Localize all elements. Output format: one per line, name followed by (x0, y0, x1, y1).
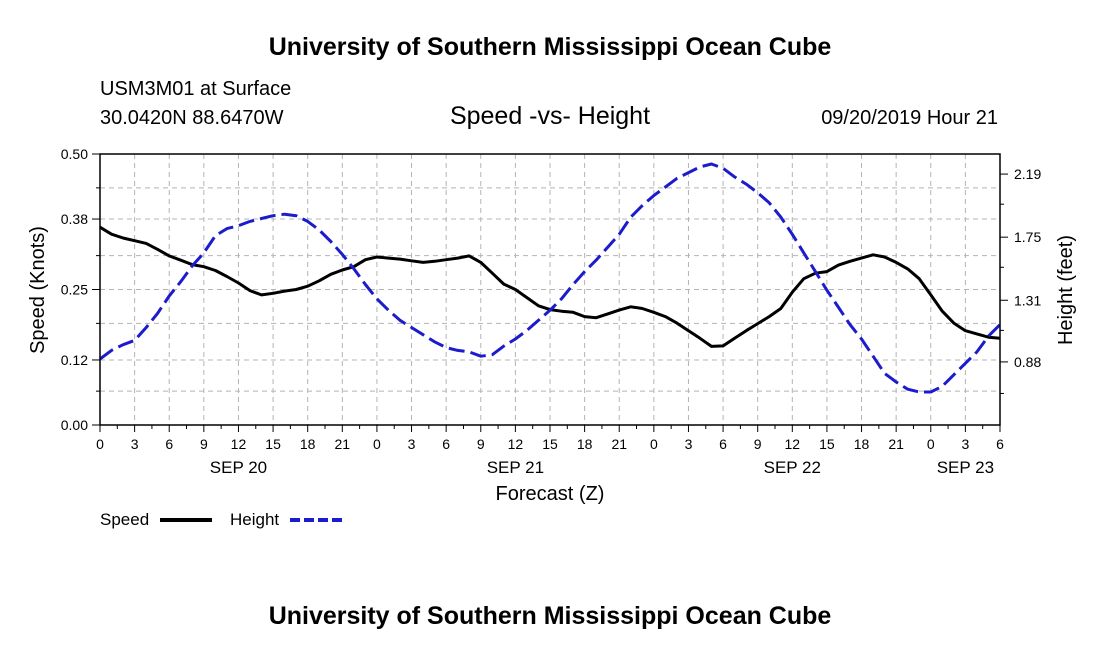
date-label: SEP 23 (937, 458, 994, 477)
y-right-tick-label: 1.75 (1014, 229, 1041, 245)
x-tick-label: 9 (477, 436, 485, 452)
x-tick-label: 0 (96, 436, 104, 452)
y-right-tick-label: 2.19 (1014, 166, 1041, 182)
x-tick-label: 18 (854, 436, 870, 452)
grid (100, 154, 1000, 425)
y-left-tick-label: 0.50 (61, 146, 88, 162)
x-tick-label: 21 (888, 436, 904, 452)
x-tick-label: 3 (408, 436, 416, 452)
x-tick-label: 0 (927, 436, 935, 452)
x-tick-label: 9 (200, 436, 208, 452)
y-axis-left-label: Speed (Knots) (27, 226, 49, 354)
axes: 0 3 6 9 12 15 18 21 0 3 6 9 12 15 18 21 0 3 6 9 12 15 18 21 0 3 6S… (61, 146, 1042, 477)
x-tick-label: 15 (542, 436, 558, 452)
legend: Speed Height (100, 510, 342, 529)
y-right-tick-label: 1.31 (1014, 292, 1041, 308)
x-tick-label: 6 (442, 436, 450, 452)
x-tick-label: 6 (996, 436, 1004, 452)
x-tick-label: 6 (165, 436, 173, 452)
x-tick-label: 15 (265, 436, 281, 452)
x-tick-label: 18 (300, 436, 316, 452)
x-tick-label: 6 (719, 436, 727, 452)
x-tick-label: 0 (373, 436, 381, 452)
date-label: SEP 22 (764, 458, 821, 477)
y-axis-right-label: Height (feet) (1055, 235, 1077, 345)
date-label: SEP 20 (210, 458, 267, 477)
x-tick-label: 12 (231, 436, 247, 452)
date-label: SEP 21 (487, 458, 544, 477)
x-tick-label: 9 (754, 436, 762, 452)
legend-speed-label: Speed (100, 510, 149, 529)
x-axis-label: Forecast (Z) (496, 483, 605, 505)
station-label: USM3M01 at Surface (100, 78, 291, 100)
y-left-tick-label: 0.25 (61, 282, 88, 298)
legend-height-label: Height (230, 510, 279, 529)
x-tick-label: 3 (685, 436, 693, 452)
x-tick-label: 18 (577, 436, 593, 452)
coords-label: 30.0420N 88.6470W (100, 107, 284, 129)
top-title: University of Southern Mississippi Ocean… (269, 33, 832, 61)
series-layer (99, 162, 1002, 394)
y-left-tick-label: 0.12 (61, 352, 88, 368)
height-series-line (99, 162, 1002, 394)
x-tick-label: 12 (508, 436, 524, 452)
x-tick-label: 3 (131, 436, 139, 452)
chart-title: Speed -vs- Height (450, 102, 650, 130)
bottom-title: University of Southern Mississippi Ocean… (269, 602, 832, 630)
x-tick-label: 15 (819, 436, 835, 452)
y-left-tick-label: 0.38 (61, 211, 88, 227)
x-tick-label: 3 (961, 436, 969, 452)
y-left-tick-label: 0.00 (61, 417, 88, 433)
x-tick-label: 21 (335, 436, 351, 452)
datetime-label: 09/20/2019 Hour 21 (821, 107, 998, 129)
x-tick-label: 12 (785, 436, 801, 452)
x-tick-label: 0 (650, 436, 658, 452)
y-right-tick-label: 0.88 (1014, 354, 1041, 370)
x-tick-label: 21 (611, 436, 627, 452)
